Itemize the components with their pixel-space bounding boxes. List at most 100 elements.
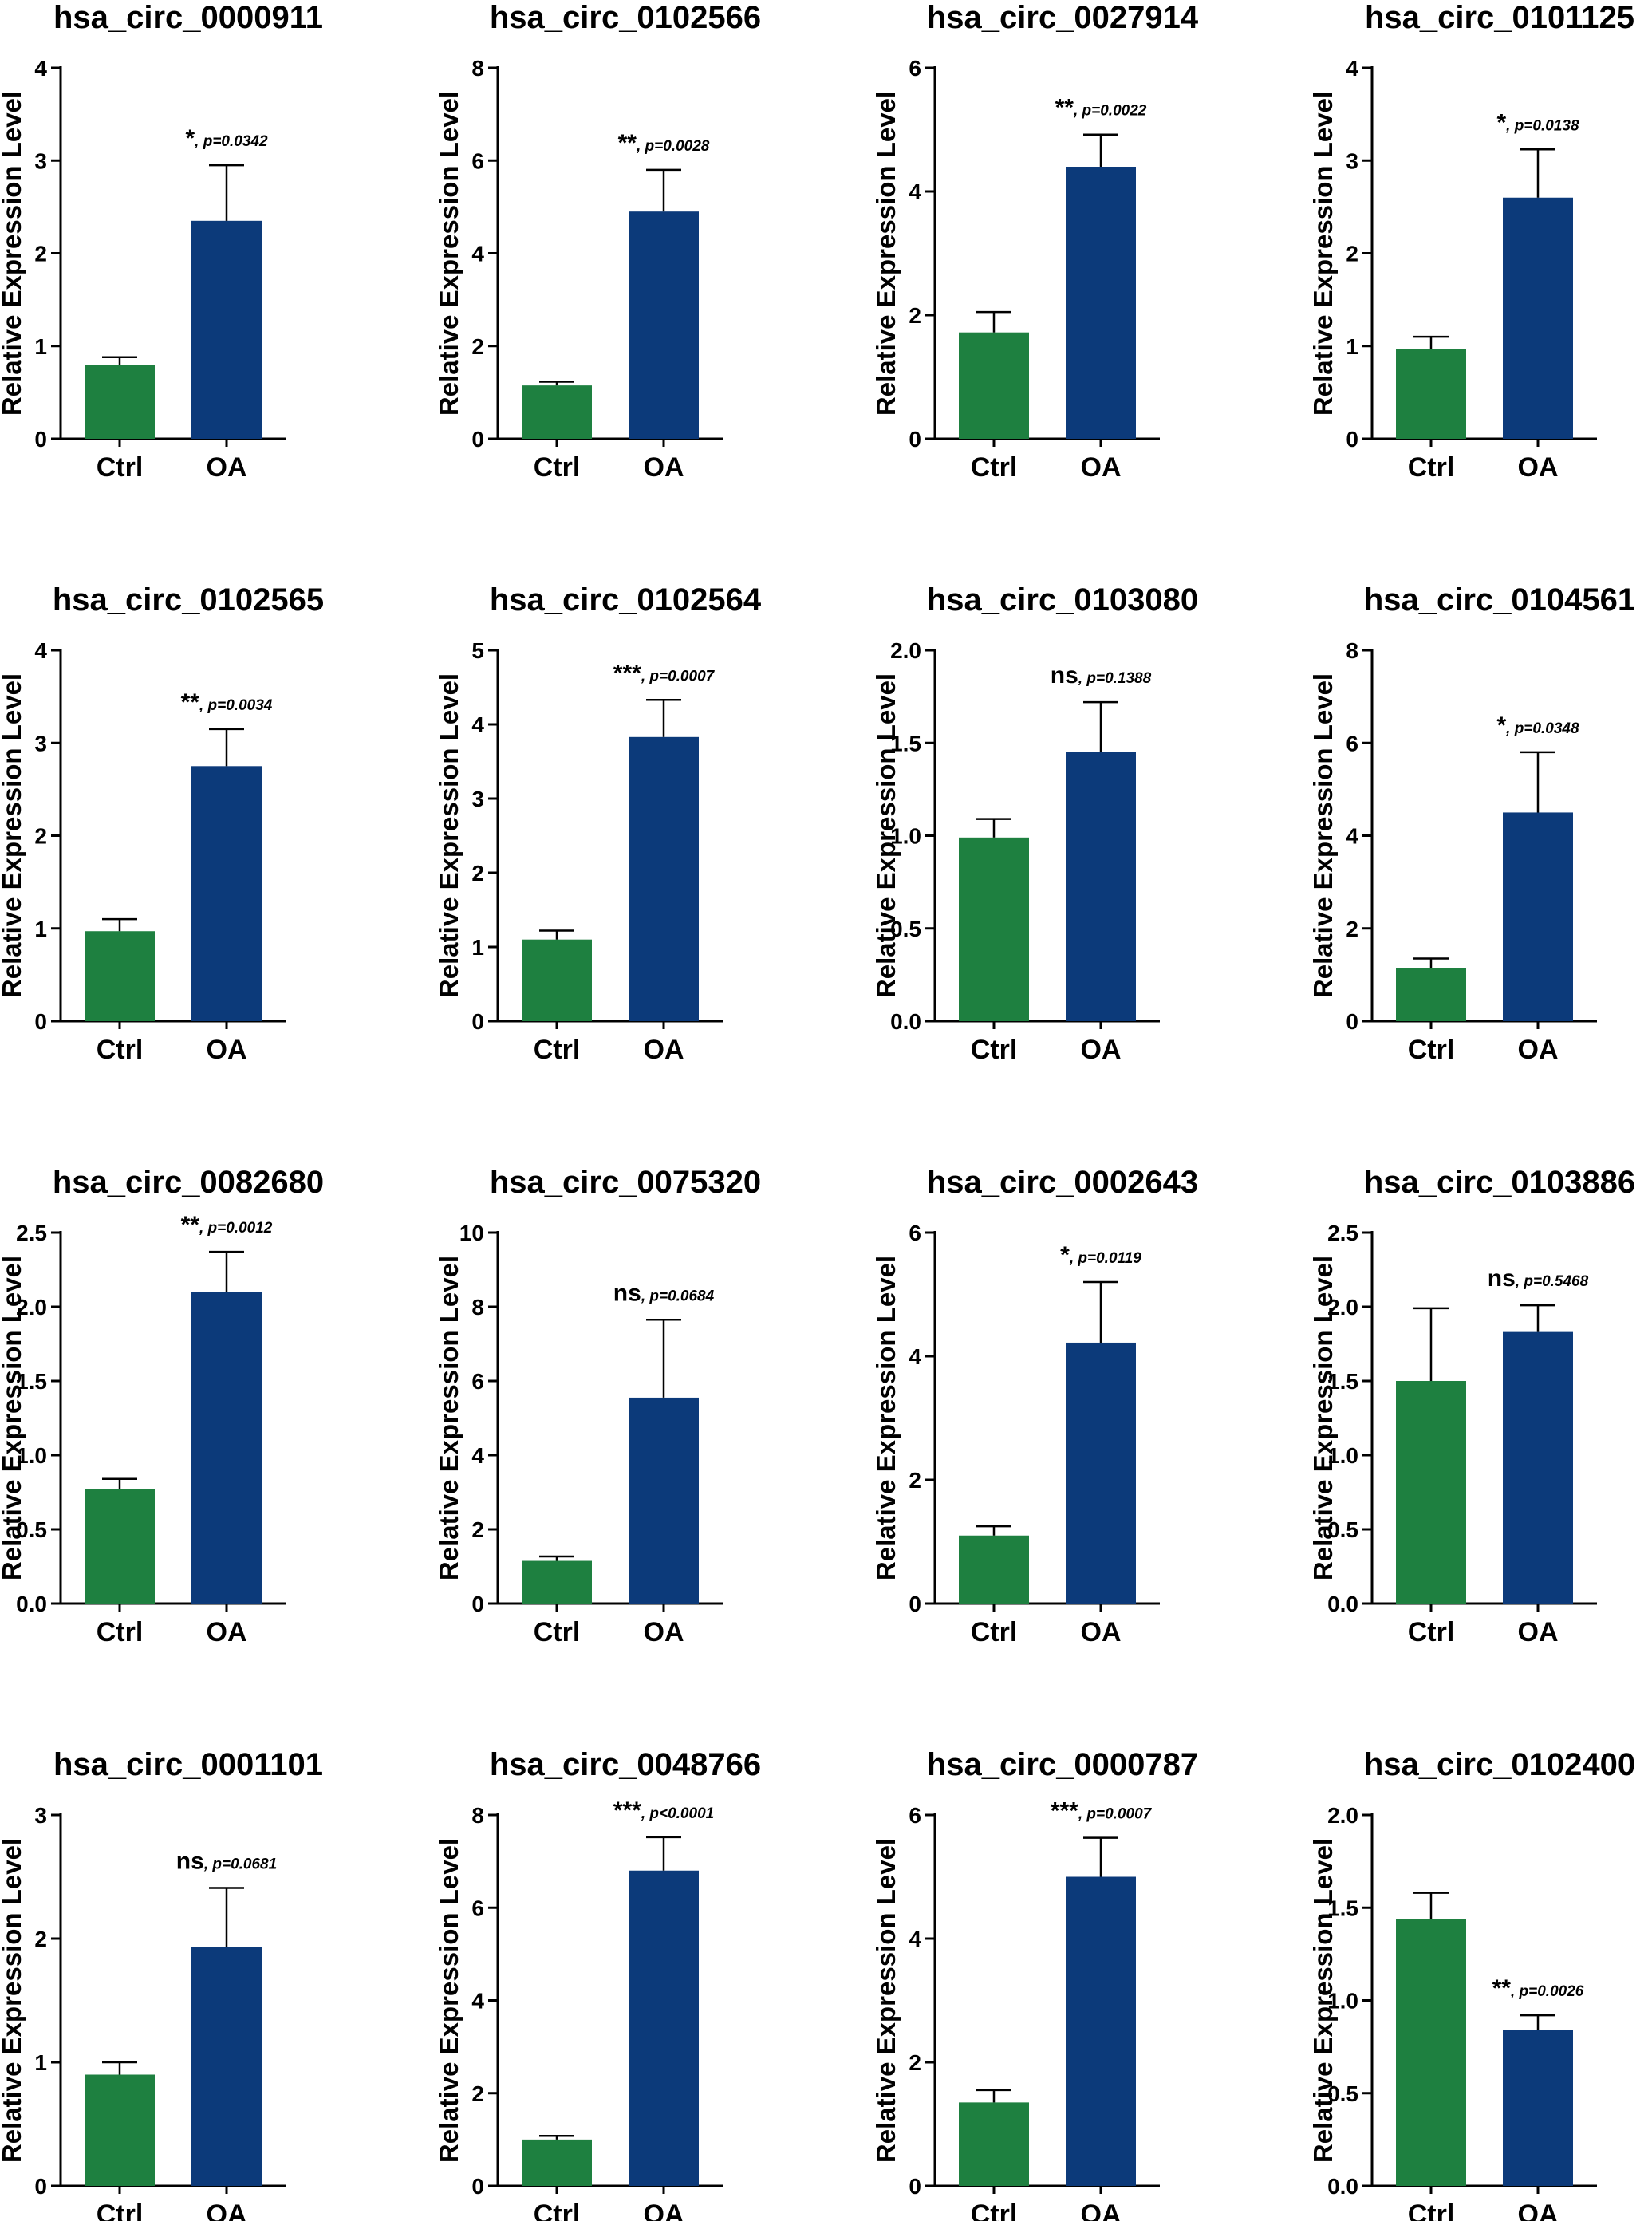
bar-oa xyxy=(629,1871,699,2186)
y-tick-label: 5 xyxy=(471,638,484,663)
category-label: OA xyxy=(1518,1617,1559,1647)
bar-oa xyxy=(191,766,262,1021)
y-axis-label: Relative Expression Level xyxy=(434,673,463,998)
y-tick-label: 0 xyxy=(471,1592,484,1616)
y-axis-label: Relative Expression Level xyxy=(434,1256,463,1580)
y-tick-label: 1 xyxy=(34,334,47,359)
p-value: , p=0.0034 xyxy=(199,697,273,714)
y-tick-label: 4 xyxy=(471,242,484,266)
bar-ctrl xyxy=(85,1489,155,1604)
y-axis-label: Relative Expression Level xyxy=(434,1838,463,2163)
y-tick-label: 0.0 xyxy=(16,1592,47,1616)
y-tick-label: 4 xyxy=(1346,56,1358,81)
y-tick-label: 1 xyxy=(34,917,47,941)
chart-title: hsa_circ_0075320 xyxy=(490,1165,761,1200)
significance-annotation: *, p=0.0119 xyxy=(1060,1242,1141,1268)
chart-title: hsa_circ_0103080 xyxy=(927,582,1198,617)
category-label: Ctrl xyxy=(1408,1617,1455,1647)
y-tick-label: 2 xyxy=(1346,917,1358,941)
y-axis-label: Relative Expression Level xyxy=(871,1838,901,2163)
p-value: , p=0.0007 xyxy=(1078,1806,1153,1823)
bar-oa xyxy=(1066,752,1136,1021)
chart-panel: hsa_circ_0002643 Relative Expression Leve… xyxy=(871,1165,1198,1647)
chart-title: hsa_circ_0102566 xyxy=(490,0,761,35)
chart-title: hsa_circ_0102565 xyxy=(53,582,324,617)
y-tick-label: 10 xyxy=(459,1221,484,1245)
y-tick-label: 1 xyxy=(34,2050,47,2075)
significance-annotation: ns, p=0.5468 xyxy=(1488,1265,1589,1292)
y-tick-label: 2 xyxy=(34,1927,47,1951)
significance-stars: *** xyxy=(613,1797,641,1824)
y-tick-label: 0 xyxy=(34,427,47,452)
y-tick-label: 0 xyxy=(909,427,921,452)
chart-panel: hsa_circ_0001101Relative Expression Leve… xyxy=(0,1747,323,2221)
category-label: Ctrl xyxy=(1408,452,1455,483)
y-tick-label: 3 xyxy=(34,1803,47,1828)
significance-stars: * xyxy=(1060,1242,1070,1268)
y-tick-label: 6 xyxy=(909,56,921,81)
y-tick-label: 1.0 xyxy=(1327,1443,1358,1468)
significance-stars: *** xyxy=(1051,1798,1078,1825)
y-tick-label: 6 xyxy=(909,1221,921,1245)
bar-oa xyxy=(1066,1877,1136,2187)
chart-panel: hsa_circ_0102565 Relative Expression Leve… xyxy=(0,582,324,1065)
bar-ctrl xyxy=(1396,1381,1466,1604)
y-axis-label: Relative Expression Level xyxy=(1308,673,1338,998)
category-label: OA xyxy=(1518,1035,1559,1065)
chart-panel: hsa_circ_0000787Relative Expression Leve… xyxy=(871,1747,1198,2221)
y-tick-label: 0 xyxy=(34,2174,47,2199)
chart-panel: hsa_circ_0082680Relative Expression Leve… xyxy=(0,1165,324,1647)
bar-ctrl xyxy=(85,2075,155,2187)
category-label: Ctrl xyxy=(971,452,1018,483)
bar-ctrl xyxy=(522,385,592,439)
y-tick-label: 6 xyxy=(1346,731,1358,755)
category-label: OA xyxy=(207,2199,247,2221)
chart-panel: hsa_circ_0101125 Relative Expression Leve… xyxy=(1308,0,1634,483)
y-tick-label: 0.0 xyxy=(1327,2174,1358,2199)
y-tick-label: 2.0 xyxy=(1327,1295,1358,1320)
p-value: , p=0.0348 xyxy=(1505,720,1579,737)
category-label: OA xyxy=(207,1617,247,1647)
significance-stars: ns xyxy=(1051,662,1078,688)
chart-panel: hsa_circ_0103886Relative Expression Leve… xyxy=(1308,1165,1635,1647)
significance-annotation: **, p=0.0034 xyxy=(181,689,273,716)
chart-title: hsa_circ_0000911 xyxy=(53,0,323,35)
bar-ctrl xyxy=(959,838,1029,1021)
p-value: , p=0.0119 xyxy=(1069,1250,1141,1267)
figure: hsa_circ_0000911 Relative Expression Leve… xyxy=(0,0,1652,2221)
category-label: OA xyxy=(1081,1617,1122,1647)
y-tick-label: 4 xyxy=(471,712,484,737)
chart-panel: hsa_circ_0048766Relative Expression Leve… xyxy=(434,1747,761,2221)
category-label: OA xyxy=(644,1035,684,1065)
y-tick-label: 4 xyxy=(34,56,47,81)
category-label: OA xyxy=(207,1035,247,1065)
chart-title: hsa_circ_0001101 xyxy=(53,1747,323,1782)
y-tick-label: 0 xyxy=(471,427,484,452)
significance-stars: * xyxy=(1496,109,1506,136)
bar-ctrl xyxy=(522,1561,592,1604)
significance-stars: ** xyxy=(618,130,637,156)
y-tick-label: 4 xyxy=(909,1927,921,1951)
category-label: Ctrl xyxy=(534,1617,581,1647)
category-label: OA xyxy=(1518,452,1559,483)
chart-panel: hsa_circ_0027914 Relative Expression Leve… xyxy=(871,0,1199,483)
y-axis-label: Relative Expression Level xyxy=(434,91,463,416)
y-tick-label: 6 xyxy=(471,1896,484,1920)
y-tick-label: 2 xyxy=(34,242,47,266)
y-tick-label: 0.5 xyxy=(16,1517,47,1542)
significance-annotation: ***, p<0.0001 xyxy=(613,1797,714,1824)
chart-title: hsa_circ_0102400 xyxy=(1364,1747,1635,1782)
y-tick-label: 8 xyxy=(1346,638,1358,663)
chart-title: hsa_circ_0103886 xyxy=(1364,1165,1635,1200)
y-tick-label: 2 xyxy=(471,861,484,886)
y-tick-label: 4 xyxy=(1346,824,1358,849)
y-tick-label: 8 xyxy=(471,1803,484,1828)
bar-ctrl xyxy=(1396,1919,1466,2186)
y-tick-label: 4 xyxy=(471,1443,484,1468)
y-tick-label: 0 xyxy=(471,1009,484,1034)
y-tick-label: 0 xyxy=(909,1592,921,1616)
chart-title: hsa_circ_0002643 xyxy=(927,1165,1198,1200)
chart-title: hsa_circ_0101125 xyxy=(1365,0,1634,35)
p-value: , p=0.0007 xyxy=(641,668,716,684)
category-label: Ctrl xyxy=(97,2199,144,2221)
